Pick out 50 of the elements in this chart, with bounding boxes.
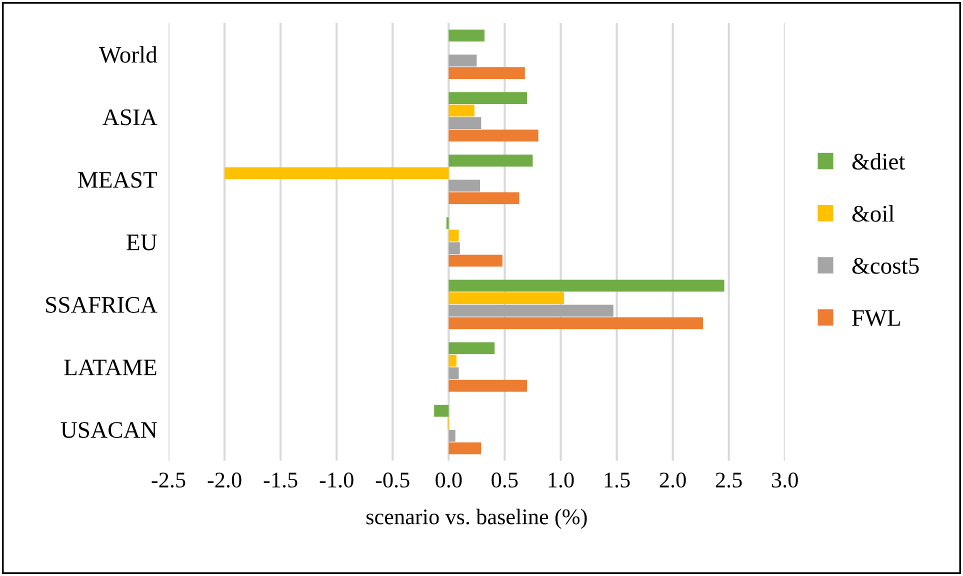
bar bbox=[448, 242, 460, 254]
bar bbox=[434, 404, 449, 417]
bar bbox=[448, 280, 724, 292]
x-tick-label: -2.5 bbox=[152, 472, 186, 488]
x-tick-label: 3.0 bbox=[772, 472, 798, 488]
bar bbox=[448, 54, 477, 67]
legend-label: &cost5 bbox=[852, 258, 919, 274]
x-tick-label: -2.0 bbox=[208, 472, 242, 488]
bar bbox=[448, 342, 495, 354]
bar bbox=[448, 317, 704, 330]
bar bbox=[448, 117, 482, 130]
x-axis-title: scenario vs. baseline (%) bbox=[366, 508, 587, 529]
x-tick-label: -0.5 bbox=[376, 472, 410, 488]
bar bbox=[448, 67, 525, 80]
bar bbox=[448, 254, 502, 267]
x-tick-label: 1.0 bbox=[548, 472, 574, 488]
y-tick-label: ASIA bbox=[102, 109, 158, 126]
bar bbox=[448, 192, 520, 204]
bar bbox=[448, 442, 482, 454]
bar bbox=[448, 380, 528, 392]
bar bbox=[448, 367, 459, 380]
bar bbox=[448, 292, 564, 304]
y-tick-label: USACAN bbox=[60, 422, 157, 438]
legend-label: &diet bbox=[852, 153, 906, 170]
y-tick-label: LATAME bbox=[64, 360, 156, 376]
bar bbox=[448, 304, 614, 317]
y-tick-label: SSAFRICA bbox=[46, 297, 158, 313]
bar bbox=[448, 30, 485, 42]
legend-label: &oil bbox=[852, 205, 894, 222]
x-tick-label: -1.0 bbox=[320, 472, 354, 488]
x-tick-label: 2.0 bbox=[660, 472, 686, 488]
bar bbox=[448, 154, 533, 167]
bar bbox=[448, 430, 456, 442]
bar bbox=[448, 354, 457, 367]
y-tick-label: EU bbox=[126, 234, 157, 250]
x-tick-label: 0.0 bbox=[436, 472, 462, 488]
bar bbox=[448, 230, 459, 242]
x-tick-label: 1.5 bbox=[604, 472, 630, 488]
bar bbox=[448, 104, 474, 117]
y-tick-label: MEAST bbox=[78, 172, 158, 188]
legend-label: FWL bbox=[852, 310, 900, 326]
bar bbox=[448, 92, 528, 104]
x-tick-label: -1.5 bbox=[264, 472, 298, 488]
y-tick-label: World bbox=[99, 46, 158, 63]
bar bbox=[446, 217, 449, 230]
bar bbox=[448, 180, 480, 192]
bar bbox=[448, 130, 538, 142]
bar bbox=[224, 167, 449, 180]
x-tick-label: 0.5 bbox=[492, 472, 518, 488]
x-tick-label: 2.5 bbox=[716, 472, 742, 488]
